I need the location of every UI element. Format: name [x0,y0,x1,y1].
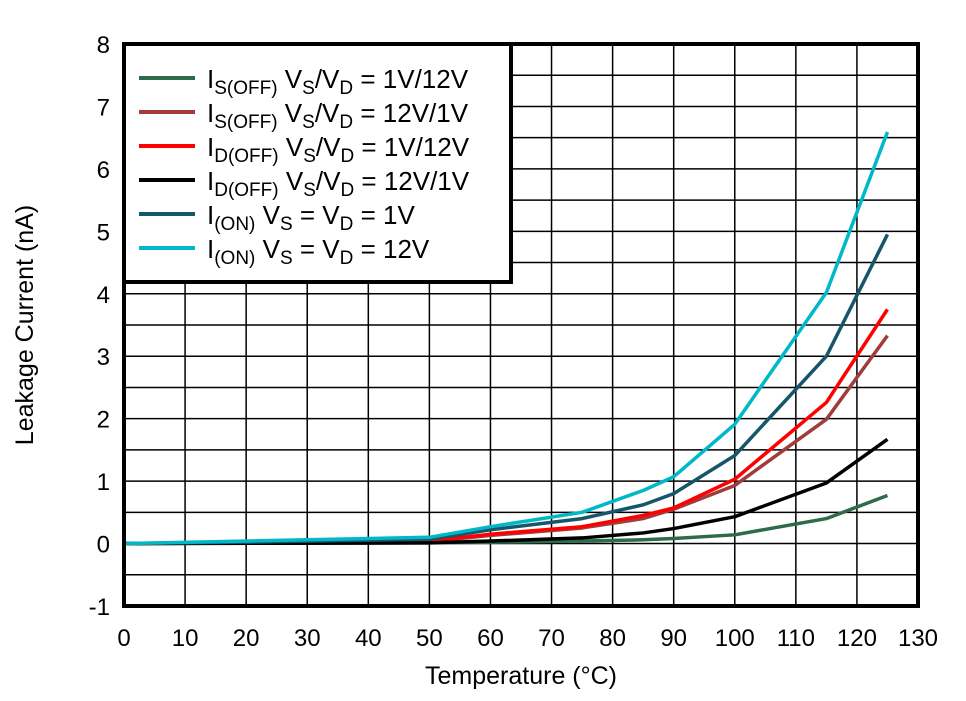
y-tick-label: 5 [97,219,110,246]
legend-entry: I(ON) VS = VD = 12V [207,234,430,269]
x-tick-label: 80 [599,625,626,652]
y-tick-label: 2 [97,407,110,434]
legend-entry: IS(OFF) VS/VD = 1V/12V [207,64,469,99]
x-axis-label: Temperature (°C) [425,662,617,690]
x-tick-label: 20 [233,625,260,652]
y-tick-label: 4 [97,282,110,309]
series-lines [123,131,890,546]
y-tick-label: 1 [97,469,110,496]
x-tick-label: 130 [898,625,938,652]
x-tick-label: 110 [777,625,815,652]
series-line-2 [123,308,889,546]
y-tick-label: 0 [97,532,110,559]
y-tick-label: -1 [89,594,110,621]
series-line-3 [123,437,889,546]
legend-box [122,42,513,284]
x-tick-label: 60 [477,625,504,652]
x-tick-label: 120 [837,625,877,652]
x-tick-label: 0 [117,625,130,652]
legend-entry: I(ON) VS = VD = 1V [207,200,415,235]
y-axis-label: Leakage Current (nA) [11,205,39,445]
series-line-5 [123,131,890,546]
legend-entry: IS(OFF) VS/VD = 12V/1V [207,98,469,133]
y-tick-label: 7 [97,94,110,121]
y-tick-label: 3 [97,344,110,371]
y-tick-label: 8 [97,32,110,59]
tick-labels: 0 10 20 30 40 50 60 70 80 90 100 110 120 130 -1 0 1 2 3 4 5 6… [89,32,938,652]
plot-frame [122,42,920,608]
legend-entry: ID(OFF) VS/VD = 1V/12V [207,132,470,167]
x-tick-label: 40 [355,625,382,652]
x-tick-label: 10 [172,625,199,652]
y-tick-label: 6 [97,157,110,184]
x-tick-label: 70 [538,625,565,652]
legend-entry: ID(OFF) VS/VD = 12V/1V [207,166,470,201]
x-tick-label: 100 [715,625,755,652]
x-tick-label: 90 [660,625,687,652]
x-tick-label: 30 [294,625,321,652]
x-tick-label: 50 [416,625,443,652]
